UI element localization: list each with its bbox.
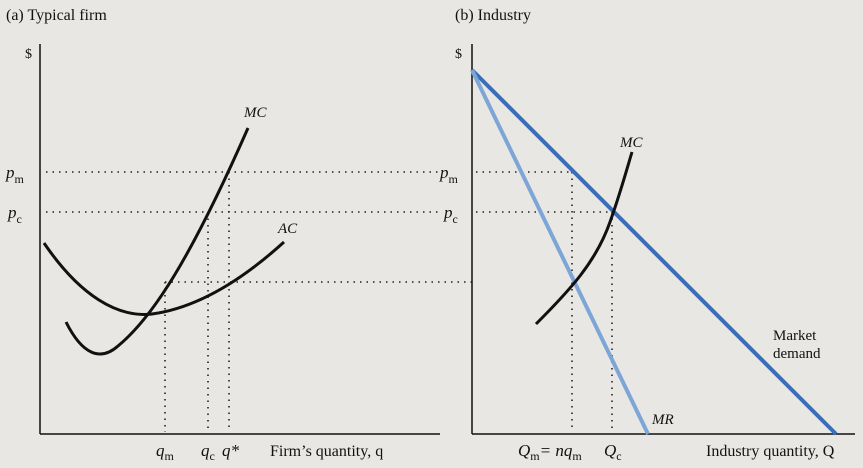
panel-b-x-axis-label: Industry quantity, Q [706, 443, 835, 460]
panel-b-y-axis-label: $ [455, 47, 462, 62]
industry-mc-label: MC [619, 135, 643, 151]
panel-b-pm-label: pm [439, 163, 459, 186]
qm-tick-label: qm [156, 441, 175, 463]
Qc-tick-label: Qc [604, 441, 622, 463]
firm-mc-label: MC [243, 105, 267, 121]
panel-a-pm-label: pm [5, 163, 25, 186]
firm-ac-label: AC [277, 221, 298, 237]
panel-b-pc-label: pc [443, 203, 458, 226]
panel-a-pc-label: pc [7, 203, 22, 226]
industry-mc-curve [534, 151, 634, 326]
qc-tick-label: qc [201, 441, 215, 463]
panel-a-title: (a) Typical firm [6, 7, 107, 24]
firm-mc-curve [64, 127, 250, 356]
firm-ac-curve [42, 240, 286, 316]
market-demand-label-line2: demand [773, 346, 821, 362]
market-demand-curve [470, 68, 838, 436]
market-demand-label-line1: Market [773, 328, 817, 344]
panel-a-y-axis-label: $ [25, 47, 32, 62]
panel-b-title: (b) Industry [455, 7, 531, 24]
marginal-revenue-curve [470, 69, 650, 435]
Qm-tick-label: Qm= nqm [518, 441, 582, 463]
qstar-tick-label: q* [222, 441, 240, 460]
mr-label: MR [651, 412, 674, 428]
panel-a-x-axis-label: Firm’s quantity, q [270, 443, 383, 460]
